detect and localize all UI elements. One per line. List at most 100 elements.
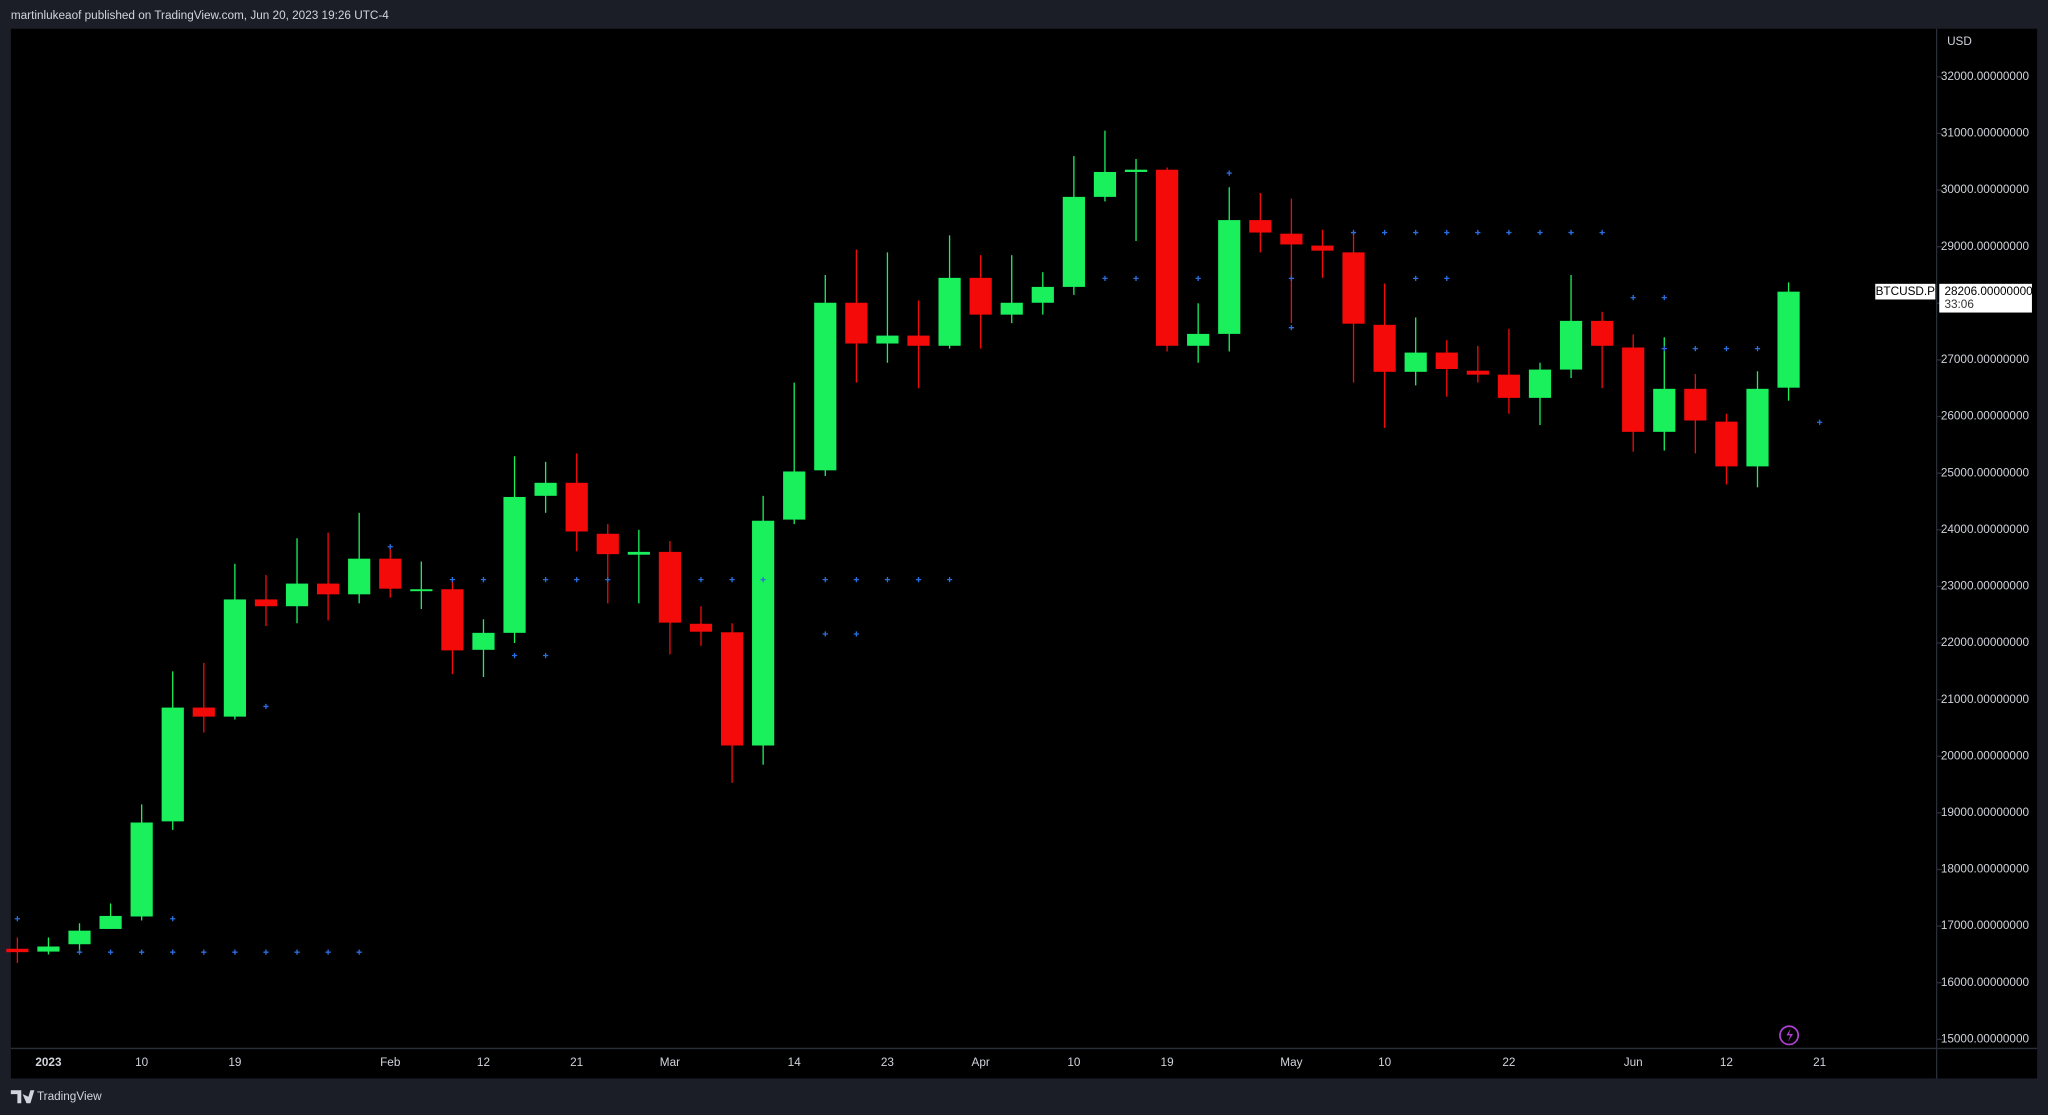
indicator-marker: [325, 949, 331, 955]
candle-body: [1280, 233, 1303, 245]
indicator-marker: [76, 949, 83, 955]
candle-body: [658, 551, 682, 623]
indicator-marker: [139, 949, 145, 955]
candle-body: [161, 707, 184, 822]
x-tick-label: 10: [1378, 1056, 1392, 1069]
indicator-marker: [232, 949, 238, 955]
candle-body: [410, 589, 433, 592]
indicator-marker: [760, 577, 766, 583]
x-tick-label: 21: [1813, 1056, 1826, 1069]
y-tick-label: 23000.00000000: [1941, 580, 2030, 593]
indicator-marker: [543, 652, 549, 659]
countdown: 33:06: [1944, 298, 1974, 311]
indicator-marker: [14, 916, 20, 922]
indicator-marker: [170, 916, 176, 922]
symbol-label-box: [1875, 283, 1936, 300]
x-tick-label: 12: [1720, 1056, 1733, 1069]
y-tick-label: 30000.00000000: [1941, 183, 2030, 196]
indicator-marker: [1350, 229, 1357, 236]
candle-body: [1373, 324, 1396, 372]
x-tick-label: 21: [570, 1056, 583, 1069]
y-tick-label: 18000.00000000: [1941, 863, 2030, 876]
indicator-marker: [822, 577, 828, 583]
indicator-marker: [1413, 275, 1419, 282]
indicator-markers: [14, 170, 1823, 955]
indicator-marker: [543, 577, 549, 583]
currency: USD: [1947, 35, 1972, 48]
y-tick-label: 24000.00000000: [1941, 523, 2030, 536]
candle-body: [689, 623, 713, 632]
indicator-marker: [1133, 275, 1139, 282]
candle-body: [1031, 286, 1054, 303]
indicator-marker: [1288, 275, 1295, 282]
indicator-marker: [1599, 229, 1605, 236]
indicator-marker: [263, 703, 269, 710]
y-tick-label: 22000.00000000: [1941, 636, 2030, 649]
indicator-marker: [1288, 325, 1295, 331]
indicator-marker: [294, 949, 300, 955]
footer-logo: [10, 1090, 35, 1104]
chart-panel: [10, 28, 2038, 1079]
x-tick-label: Apr: [972, 1056, 990, 1069]
candle-body: [1342, 252, 1365, 324]
candle-body: [720, 632, 744, 746]
indicator-marker: [1195, 275, 1201, 282]
x-tick-label: Jun: [1624, 1056, 1643, 1069]
candle-body: [503, 496, 526, 633]
candle-body: [1093, 171, 1117, 197]
indicator-marker: [1723, 346, 1730, 352]
indicator-marker: [1568, 229, 1574, 236]
indicator-marker: [822, 631, 828, 637]
candle-body: [1746, 388, 1769, 467]
candle-body: [1155, 169, 1179, 346]
candle-body: [1622, 347, 1645, 432]
logo-icon: [10, 1090, 35, 1104]
alert-circle[interactable]: [1779, 1025, 1800, 1046]
y-tick-label: 16000.00000000: [1941, 976, 2030, 989]
y-tick-label: 20000.00000000: [1941, 749, 2030, 762]
indicator-marker: [1506, 229, 1512, 236]
alert-bolt[interactable]: [1786, 1028, 1794, 1042]
candle-body: [814, 302, 837, 471]
indicator-marker: [263, 949, 269, 955]
candle-body: [379, 558, 402, 589]
candle-body: [752, 520, 775, 746]
candle-body: [1466, 370, 1489, 375]
candle-body: [472, 632, 495, 650]
header-text: martinlukeaof published on TradingView.c…: [11, 9, 389, 22]
candle-body: [285, 583, 309, 607]
candle-body: [596, 533, 619, 555]
candle-body: [1218, 220, 1241, 334]
indicator-marker: [605, 577, 611, 583]
x-tick-label: 19: [228, 1056, 241, 1069]
indicator-marker: [1226, 170, 1232, 176]
x-tick-label: 19: [1161, 1056, 1174, 1069]
indicator-marker: [1413, 229, 1419, 236]
candle-body: [876, 335, 899, 344]
indicator-marker: [449, 577, 456, 583]
x-tick-label: 12: [477, 1056, 490, 1069]
indicator-marker: [107, 949, 114, 955]
candle-body: [1497, 374, 1521, 398]
candle-body: [99, 915, 122, 929]
candle-body: [1528, 369, 1552, 398]
price-label-box: [1939, 283, 2032, 313]
indicator-marker: [1817, 419, 1823, 425]
candle-body: [6, 948, 29, 953]
candle-body: [317, 583, 340, 595]
candle-body: [1591, 320, 1614, 346]
indicator-marker: [1537, 229, 1543, 236]
candle-body: [969, 277, 992, 315]
candle-body: [130, 822, 153, 917]
indicator-marker: [1444, 229, 1450, 236]
indicator-marker: [511, 652, 518, 659]
y-tick-label: 17000.00000000: [1941, 919, 2030, 932]
symbol-label: BTCUSD.P: [1876, 285, 1936, 298]
candle-body: [534, 482, 557, 496]
candle-body: [1062, 196, 1085, 287]
candle-body: [1435, 352, 1458, 369]
alert-icon[interactable]: [1779, 1025, 1800, 1046]
y-tick-label: 26000.00000000: [1941, 410, 2030, 423]
